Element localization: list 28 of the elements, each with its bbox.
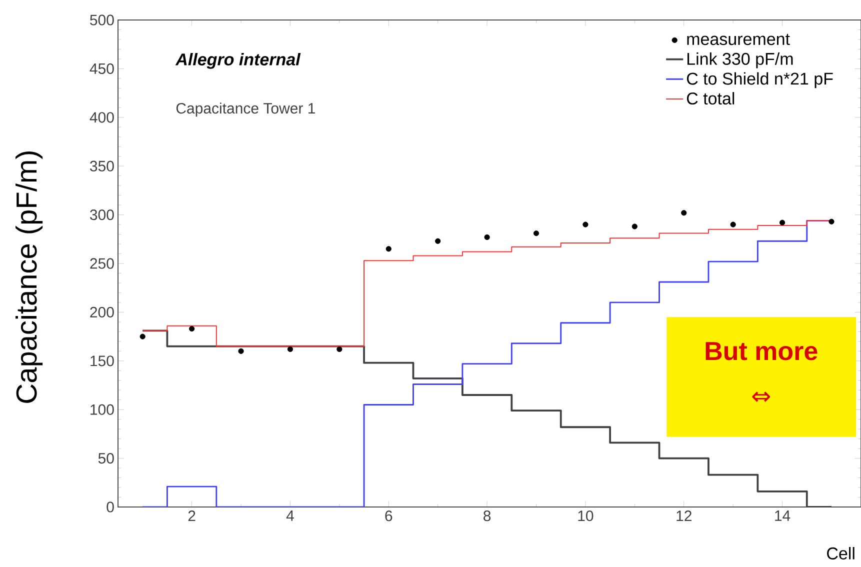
x-axis-title: Cell xyxy=(827,546,854,560)
y-tick-label: 50 xyxy=(98,452,114,464)
x-tick-label: 4 xyxy=(286,510,294,521)
annotation: ⇔ xyxy=(752,392,770,402)
legend-label: measurement xyxy=(687,34,790,46)
y-tick-label: 450 xyxy=(90,63,114,74)
y-tick-label: 250 xyxy=(90,258,114,269)
y-tick-label: 150 xyxy=(90,356,114,366)
y-tick-label: 100 xyxy=(90,404,114,415)
x-tick-label: 12 xyxy=(676,510,692,522)
x-tick-label: 8 xyxy=(484,510,491,522)
y-tick-label: 200 xyxy=(90,306,114,318)
annotation: Allegro internal xyxy=(175,52,301,69)
annotation: Capacitance Tower 1 xyxy=(176,102,315,117)
y-tick-label: 500 xyxy=(90,14,114,26)
x-tick-label: 10 xyxy=(578,510,594,522)
y-tick-label: 400 xyxy=(90,112,114,123)
x-tick-label: 2 xyxy=(188,510,196,522)
legend-label: C to Shield n*21 pF xyxy=(686,72,833,88)
legend-label: Link 330 pF/m xyxy=(687,52,793,68)
y-tick-label: 300 xyxy=(90,209,114,220)
x-tick-label: 14 xyxy=(775,510,790,521)
y-axis-title: Capacitance (pF/m) xyxy=(16,152,43,403)
legend-label: C total xyxy=(686,92,734,105)
x-tick-label: 6 xyxy=(385,510,392,522)
y-tick-label: 0 xyxy=(106,502,114,512)
y-tick-label: 350 xyxy=(90,160,114,172)
annotation: But more xyxy=(706,342,818,360)
